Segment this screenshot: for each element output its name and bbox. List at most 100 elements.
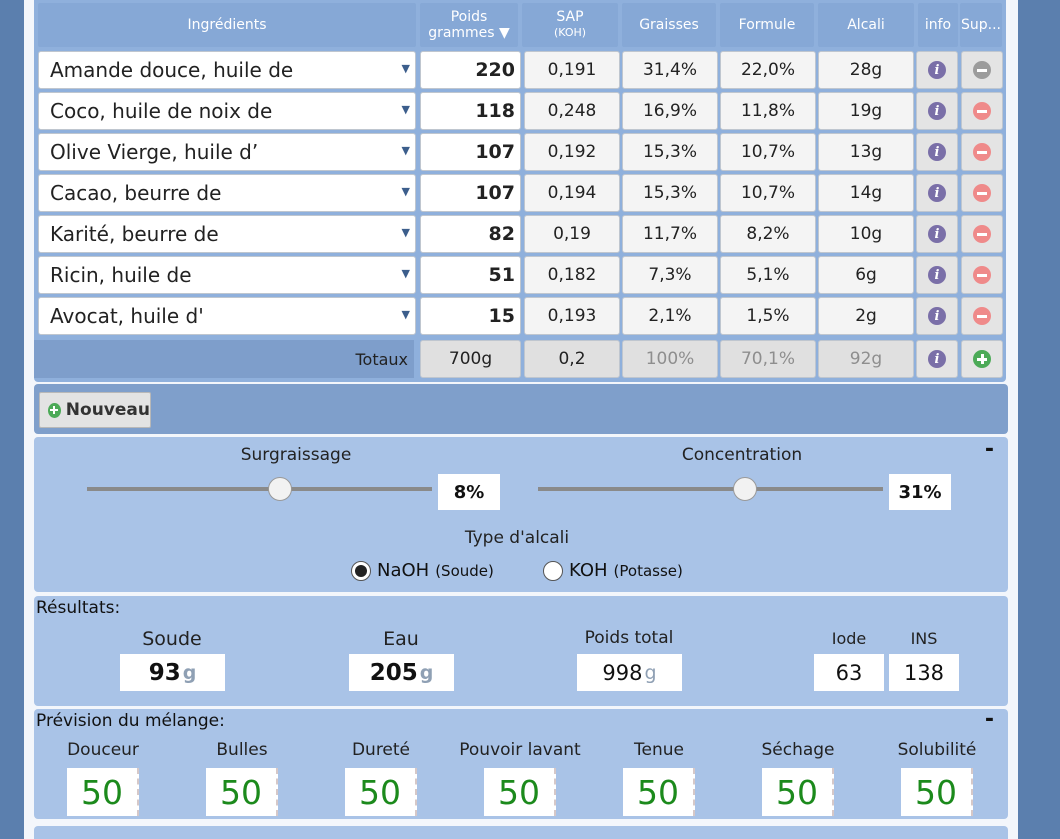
dropdown-arrow-icon: ▼ xyxy=(401,103,410,116)
info-button[interactable]: i xyxy=(916,92,958,130)
next-panel-edge xyxy=(34,826,1008,839)
plus-icon xyxy=(973,350,991,368)
info-icon: i xyxy=(928,184,946,202)
info-button[interactable]: i xyxy=(916,51,958,89)
info-button[interactable]: i xyxy=(916,174,958,212)
sap-value: 0,193 xyxy=(524,297,620,335)
minus-icon xyxy=(973,307,991,325)
poids-total-number: 998 xyxy=(602,660,643,685)
koh-radio-dot xyxy=(543,560,563,581)
info-button[interactable]: i xyxy=(916,133,958,171)
graisses-value: 16,9% xyxy=(622,92,718,130)
header-graisses[interactable]: Graisses xyxy=(622,3,716,47)
info-icon: i xyxy=(928,143,946,161)
weight-input[interactable]: 220 xyxy=(420,51,521,89)
surgraissage-slider-handle[interactable] xyxy=(268,477,293,501)
weight-input[interactable]: 51 xyxy=(420,256,521,294)
forecast-collapse-button[interactable]: - xyxy=(984,707,994,732)
delete-button[interactable] xyxy=(961,256,1003,294)
weight-input[interactable]: 118 xyxy=(420,92,521,130)
header-poids[interactable]: Poids grammes ▼ xyxy=(420,3,518,47)
sap-value: 0,194 xyxy=(524,174,620,212)
ingredient-name: Ricin, huile de xyxy=(50,263,192,287)
dropdown-arrow-icon: ▼ xyxy=(401,62,410,75)
delete-button[interactable] xyxy=(961,51,1003,89)
new-ingredient-bar: Nouveau xyxy=(34,384,1008,434)
ingredient-select[interactable]: Karité, beurre de ▼ xyxy=(38,215,416,253)
ingredient-select[interactable]: Coco, huile de noix de ▼ xyxy=(38,92,416,130)
header-alcali[interactable]: Alcali xyxy=(818,3,914,47)
new-ingredient-button[interactable]: Nouveau xyxy=(39,392,151,428)
delete-button[interactable] xyxy=(961,133,1003,171)
settings-collapse-button[interactable]: - xyxy=(984,437,994,462)
ingredient-select[interactable]: Ricin, huile de ▼ xyxy=(38,256,416,294)
weight-input[interactable]: 107 xyxy=(420,174,521,212)
ins-col: INS xyxy=(889,629,959,648)
naoh-sub: (Soude) xyxy=(435,561,494,580)
sap-value: 0,248 xyxy=(524,92,620,130)
concentration-slider[interactable] xyxy=(538,487,883,491)
dropdown-arrow-icon: ▼ xyxy=(401,226,410,239)
naoh-radio[interactable]: NaOH (Soude) xyxy=(351,560,494,581)
minus-icon xyxy=(973,102,991,120)
concentration-slider-handle[interactable] xyxy=(733,477,757,501)
header-sup-label: Sup... xyxy=(961,17,1001,33)
header-info-label: info xyxy=(924,17,952,33)
totals-label: Totaux xyxy=(34,340,414,378)
forecast-value: 50 xyxy=(484,768,556,816)
koh-radio[interactable]: KOH (Potasse) xyxy=(543,560,683,581)
ingredient-select[interactable]: Amande douce, huile de ▼ xyxy=(38,51,416,89)
info-button[interactable]: i xyxy=(916,297,958,335)
weight-input[interactable]: 107 xyxy=(420,133,521,171)
formule-value: 5,1% xyxy=(720,256,816,294)
forecast-value: 50 xyxy=(67,768,139,816)
settings-panel: - Surgraissage 8% Concentration 31% Type… xyxy=(34,437,1008,592)
header-sap[interactable]: SAP (KOH) xyxy=(522,3,618,47)
header-formule[interactable]: Formule xyxy=(720,3,814,47)
surgraissage-slider[interactable] xyxy=(87,487,432,491)
weight-input[interactable]: 82 xyxy=(420,215,521,253)
eau-unit: g xyxy=(419,661,434,684)
delete-button[interactable] xyxy=(961,215,1003,253)
surgraissage-value[interactable]: 8% xyxy=(438,474,500,510)
new-ingredient-label: Nouveau xyxy=(65,400,150,420)
header-formule-label: Formule xyxy=(738,17,796,33)
graisses-value: 31,4% xyxy=(622,51,718,89)
totals-add-button[interactable] xyxy=(961,340,1003,378)
forecast-value: 50 xyxy=(762,768,834,816)
alkali-type-label: Type d'alcali xyxy=(464,528,570,548)
ins-label: INS xyxy=(910,629,938,648)
graisses-value: 15,3% xyxy=(622,133,718,171)
delete-button[interactable] xyxy=(961,297,1003,335)
sap-value: 0,19 xyxy=(524,215,620,253)
totals-info-button[interactable]: i xyxy=(916,340,958,378)
page-container: Ingrédients Poids grammes ▼ SAP (KOH) Gr… xyxy=(24,0,1018,839)
results-title: Résultats: xyxy=(36,598,121,618)
header-ingredients[interactable]: Ingrédients xyxy=(38,3,416,47)
ingredient-select[interactable]: Olive Vierge, huile d’ ▼ xyxy=(38,133,416,171)
concentration-value[interactable]: 31% xyxy=(889,474,951,510)
koh-label: KOH xyxy=(569,560,608,581)
iode-label: Iode xyxy=(831,629,867,648)
graisses-value: 2,1% xyxy=(622,297,718,335)
eau-number: 205 xyxy=(369,659,418,686)
total-weight: 700g xyxy=(420,340,521,378)
forecast-label: Séchage xyxy=(761,740,835,760)
dropdown-arrow-icon: ▼ xyxy=(401,308,410,321)
soude-label: Soude xyxy=(142,628,202,650)
delete-button[interactable] xyxy=(961,174,1003,212)
ingredient-select[interactable]: Cacao, beurre de ▼ xyxy=(38,174,416,212)
forecast-label: Douceur xyxy=(67,740,139,760)
ingredient-row: Karité, beurre de ▼ 82 0,19 11,7% 8,2% 10g i xyxy=(34,215,1006,254)
info-icon: i xyxy=(928,102,946,120)
ingredient-name: Karité, beurre de xyxy=(50,222,219,246)
info-button[interactable]: i xyxy=(916,215,958,253)
poids-total-col: Poids total xyxy=(569,628,689,648)
weight-input[interactable]: 15 xyxy=(420,297,521,335)
ingredient-select[interactable]: Avocat, huile d' ▼ xyxy=(38,297,416,335)
minus-icon xyxy=(973,266,991,284)
info-button[interactable]: i xyxy=(916,256,958,294)
delete-button[interactable] xyxy=(961,92,1003,130)
info-icon: i xyxy=(928,350,946,368)
naoh-label: NaOH xyxy=(377,560,430,581)
